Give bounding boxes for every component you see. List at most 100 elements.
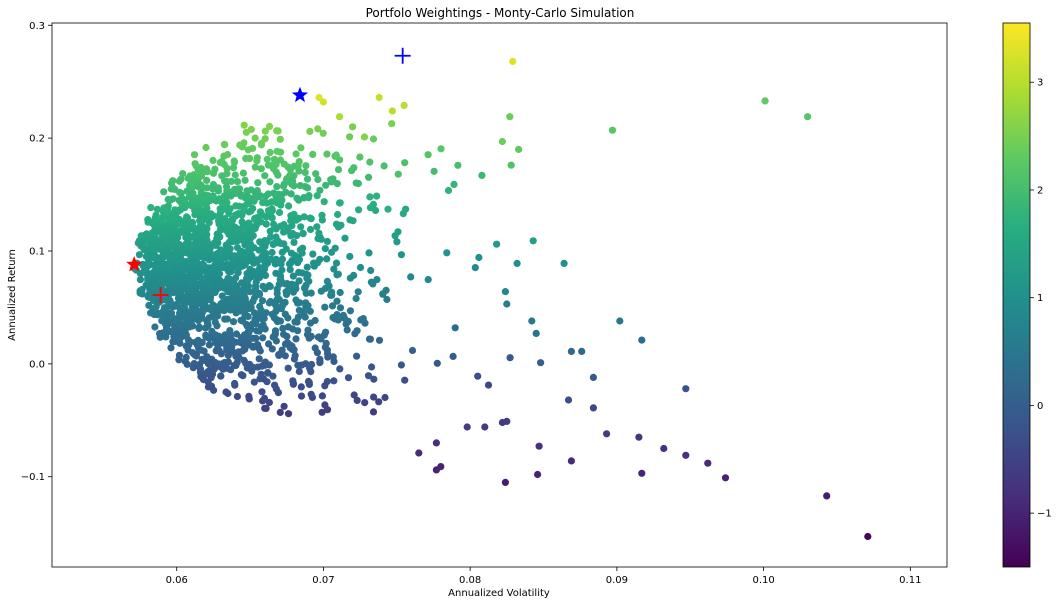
data-point (329, 314, 337, 322)
data-point (603, 430, 611, 438)
data-point (234, 185, 242, 193)
data-point (226, 306, 234, 314)
data-point (262, 309, 270, 317)
data-point (205, 279, 213, 287)
data-point (170, 242, 179, 250)
data-point (218, 292, 226, 300)
data-point (244, 276, 252, 284)
y-tick-label: 0.1 (29, 246, 45, 257)
data-point (424, 151, 432, 159)
data-point (343, 326, 351, 334)
data-point (354, 288, 362, 296)
data-point (399, 210, 407, 218)
data-point (401, 159, 409, 167)
data-point (258, 323, 266, 331)
data-point (342, 320, 350, 328)
data-point (315, 93, 323, 102)
data-point (200, 215, 208, 224)
data-point (286, 341, 295, 349)
data-point (397, 251, 405, 259)
data-point (195, 324, 203, 333)
data-point (616, 317, 624, 325)
y-axis: −0.1 0.0 0.1 0.2 0.3 (21, 21, 52, 483)
data-point (216, 205, 224, 213)
data-point (285, 202, 293, 210)
data-point (210, 386, 218, 394)
data-point (295, 255, 304, 264)
data-point (366, 193, 374, 201)
data-point (401, 376, 409, 384)
data-point (297, 144, 305, 152)
data-point (318, 408, 326, 416)
data-point (367, 266, 375, 275)
data-point (704, 459, 712, 467)
data-point (244, 146, 252, 154)
data-point (444, 186, 453, 195)
data-point (257, 165, 265, 173)
data-point (287, 190, 295, 198)
data-point (233, 392, 241, 401)
data-point (360, 133, 369, 141)
data-point (233, 288, 242, 296)
data-point (323, 255, 331, 263)
data-point (212, 241, 220, 249)
data-point (267, 233, 275, 241)
data-point (306, 225, 315, 234)
data-point (660, 444, 668, 453)
data-point (251, 163, 259, 171)
data-point (178, 274, 187, 282)
data-point (272, 269, 280, 277)
data-point (139, 262, 147, 270)
data-point (346, 216, 354, 224)
data-point (282, 245, 290, 253)
data-point (183, 284, 191, 292)
data-point (261, 192, 270, 201)
data-point (242, 154, 250, 163)
data-point (328, 288, 336, 296)
data-point (353, 352, 361, 360)
data-point (353, 327, 361, 335)
data-point (255, 266, 263, 274)
data-point (271, 260, 279, 268)
data-point (166, 262, 174, 270)
data-point (283, 227, 291, 235)
data-point (245, 392, 253, 400)
x-tick-label: 0.11 (899, 575, 921, 586)
data-point (172, 277, 181, 285)
data-point (321, 303, 329, 311)
data-point (293, 194, 301, 202)
x-tick-label: 0.09 (606, 575, 628, 586)
data-point (325, 282, 333, 290)
data-point (309, 150, 317, 158)
data-point (270, 160, 278, 168)
data-point (433, 359, 441, 367)
data-point (227, 192, 235, 200)
y-tick-label: 0.3 (29, 21, 45, 32)
data-point (287, 259, 295, 267)
data-point (250, 309, 259, 317)
x-tick-label: 0.06 (166, 575, 188, 586)
data-point (224, 274, 232, 282)
data-point (475, 253, 483, 262)
data-point (682, 451, 690, 459)
data-point (309, 250, 317, 258)
data-point (227, 296, 235, 305)
data-point (203, 176, 211, 184)
data-point (388, 107, 396, 115)
data-point (271, 300, 279, 308)
data-point (261, 135, 269, 143)
data-point (224, 351, 232, 359)
data-point (260, 394, 269, 402)
data-point (160, 204, 168, 212)
data-point (564, 396, 573, 404)
data-point (261, 172, 269, 180)
data-point (513, 259, 521, 267)
data-point (183, 214, 192, 222)
data-point (481, 423, 489, 431)
data-point (589, 404, 598, 412)
data-point (176, 339, 184, 347)
data-point (252, 320, 260, 328)
data-point (152, 245, 160, 253)
data-point (231, 171, 239, 179)
data-point (334, 166, 343, 174)
